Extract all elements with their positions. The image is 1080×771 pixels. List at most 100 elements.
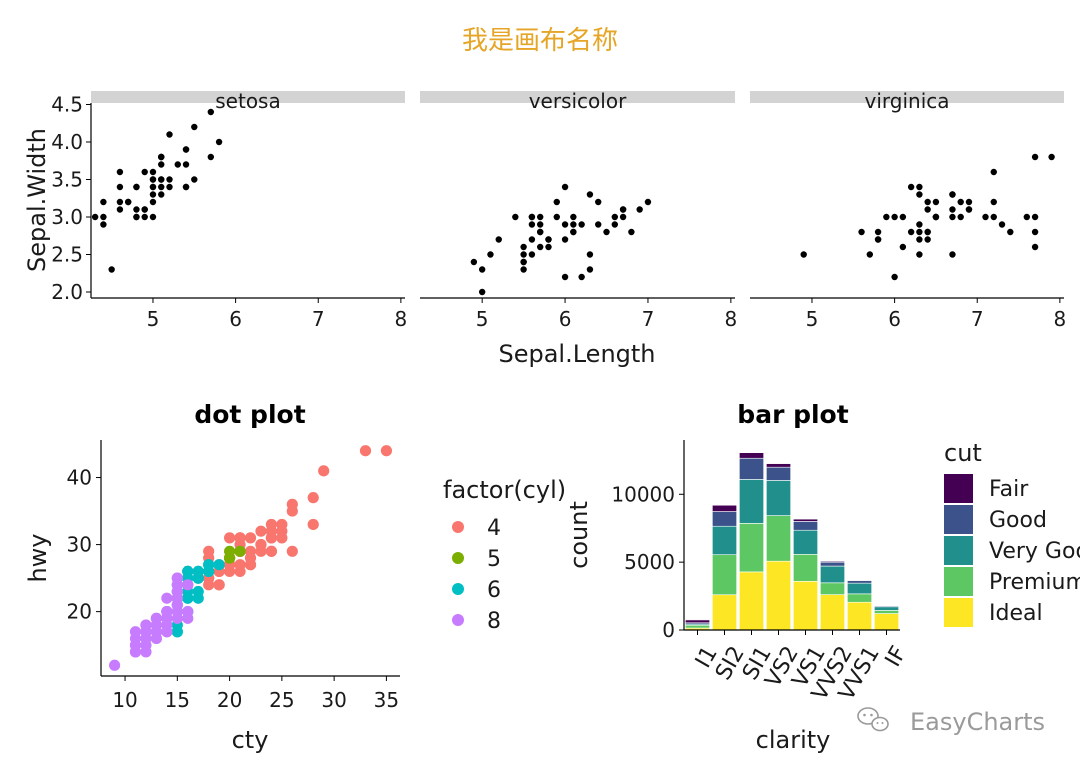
y-tick-label: 10000 xyxy=(611,482,675,506)
x-tick-label: 7 xyxy=(971,307,984,331)
x-tick-label: 7 xyxy=(642,307,655,331)
y-tick-label: 2.5 xyxy=(51,243,83,267)
data-point xyxy=(133,213,140,221)
data-point xyxy=(924,236,931,243)
data-point xyxy=(255,538,267,551)
data-point xyxy=(161,606,173,618)
data-point xyxy=(858,228,865,236)
data-point xyxy=(570,213,577,221)
data-point xyxy=(158,191,165,198)
data-point xyxy=(171,612,183,624)
legend-key xyxy=(944,474,973,503)
data-point xyxy=(478,266,486,273)
data-point xyxy=(116,206,124,213)
data-point xyxy=(161,592,173,604)
x-tick-label: 35 xyxy=(374,688,399,712)
facet-strip xyxy=(91,91,405,103)
data-point xyxy=(611,221,619,228)
x-tick-label: 6 xyxy=(888,307,901,331)
bar-segment-1 xyxy=(712,511,737,527)
data-point xyxy=(957,198,964,206)
legend-key xyxy=(944,505,973,534)
data-point xyxy=(586,266,594,273)
data-point xyxy=(158,161,165,168)
x-axis-title: Sepal.Length xyxy=(498,340,655,368)
data-point xyxy=(644,198,652,206)
legend-key xyxy=(452,614,464,626)
x-tick-label: 5 xyxy=(806,307,819,331)
legend-label: Premium xyxy=(989,570,1080,595)
data-point xyxy=(265,532,278,544)
data-point xyxy=(586,191,594,198)
facet-label: virginica xyxy=(865,89,950,113)
data-point xyxy=(182,161,190,168)
facet-scatter-panel: setosa 5 6 7 8 versicolor 5 6 7 8 virginica 5 6 7 8 2.0… xyxy=(23,89,1066,368)
bar-segment-2 xyxy=(739,479,764,524)
data-point xyxy=(265,518,278,531)
legend-label: Fair xyxy=(989,477,1029,502)
data-point xyxy=(1031,228,1039,236)
wechat-icon xyxy=(857,707,889,732)
data-point xyxy=(158,183,165,191)
data-point xyxy=(932,213,940,221)
data-point xyxy=(949,251,956,258)
data-point xyxy=(207,153,215,161)
legend-label: Very Good xyxy=(989,539,1080,564)
bar-segment-2 xyxy=(766,480,791,516)
legend-label: 5 xyxy=(487,547,501,572)
data-point xyxy=(203,565,215,578)
y-axis-title: Sepal.Width xyxy=(23,128,51,272)
data-point xyxy=(561,221,569,228)
x-tick-label: 6 xyxy=(559,307,572,331)
data-point xyxy=(899,243,907,251)
data-point xyxy=(528,213,536,221)
y-tick-label: 5000 xyxy=(624,550,675,574)
data-point xyxy=(223,532,236,544)
data-point xyxy=(916,228,923,236)
data-point xyxy=(595,221,602,228)
data-point xyxy=(166,176,173,183)
bar-segment-0 xyxy=(685,619,710,624)
y-tick-label: 20 xyxy=(67,600,92,624)
legend-key xyxy=(944,536,973,565)
data-point xyxy=(149,213,157,221)
data-point xyxy=(520,251,527,258)
data-point xyxy=(561,273,569,281)
bar-plot-panel: bar plotI1SI2SI1VS2VS1VVS2VVS1IF05000100… xyxy=(565,400,1080,754)
x-axis-title: cty xyxy=(232,726,269,754)
data-point xyxy=(182,592,194,604)
data-point xyxy=(949,191,956,198)
data-point xyxy=(161,626,173,638)
bar-segment-2 xyxy=(820,565,845,584)
x-tick-label: 20 xyxy=(217,688,242,712)
y-tick-label: 40 xyxy=(67,466,92,490)
data-point xyxy=(307,518,319,531)
legend-key xyxy=(452,521,464,533)
facet-label: versicolor xyxy=(529,89,627,113)
data-point xyxy=(965,198,973,206)
data-point xyxy=(215,138,223,146)
data-point xyxy=(998,221,1006,228)
data-point xyxy=(891,213,898,221)
bar-segment-4 xyxy=(712,594,737,631)
data-point xyxy=(536,221,544,228)
data-point xyxy=(916,191,923,198)
data-point xyxy=(586,251,594,258)
data-point xyxy=(932,198,940,206)
data-point xyxy=(536,213,544,221)
data-point xyxy=(140,646,152,658)
data-point xyxy=(982,213,989,221)
data-point xyxy=(244,532,257,544)
data-point xyxy=(174,161,181,168)
y-tick-label: 2.0 xyxy=(51,280,83,304)
data-point xyxy=(570,228,577,236)
y-tick-label: 30 xyxy=(67,533,92,557)
y-tick-label: 4.5 xyxy=(51,93,83,117)
bar-segment-1 xyxy=(766,466,791,481)
legend-key xyxy=(944,598,973,627)
data-point xyxy=(800,251,807,258)
data-point xyxy=(286,545,298,557)
data-point xyxy=(141,213,148,221)
data-point xyxy=(1031,213,1039,221)
